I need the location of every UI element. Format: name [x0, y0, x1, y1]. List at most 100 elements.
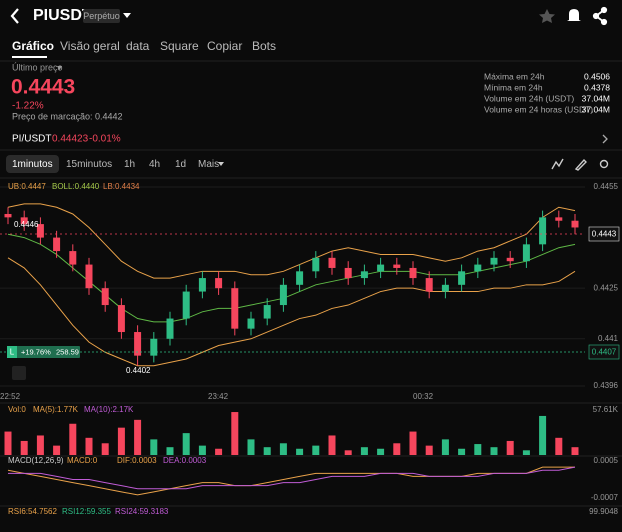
- indicator-icon[interactable]: [551, 158, 564, 170]
- volume-bar: [150, 439, 158, 455]
- volume-bar: [393, 443, 401, 455]
- volume-bar: [36, 435, 44, 455]
- volume-bar: [344, 450, 352, 455]
- volume-bar: [377, 448, 385, 455]
- volume-bar: [328, 435, 336, 455]
- volume-bar: [506, 440, 514, 455]
- mark-tag-text: 0.4407: [592, 348, 617, 357]
- volume-bar: [522, 450, 530, 455]
- stat-value: 0.4378: [584, 82, 610, 92]
- candle-body: [231, 288, 239, 329]
- candle-body: [215, 278, 223, 289]
- favorite-icon[interactable]: [539, 9, 555, 23]
- interval[interactable]: 1h: [124, 159, 135, 170]
- settings-icon[interactable]: [599, 159, 609, 169]
- interval[interactable]: 15minutos: [66, 159, 112, 170]
- candle-body: [312, 257, 320, 272]
- draw-icon[interactable]: [574, 158, 587, 171]
- volume-bar: [263, 447, 271, 455]
- pair-chevron[interactable]: [602, 134, 608, 144]
- candle-body: [69, 251, 77, 265]
- badge: Perpétuo: [83, 11, 120, 21]
- y-tick-label: 0.4455: [594, 182, 619, 191]
- volume-bar: [458, 448, 466, 455]
- stat-label: Volume em 24h (USDT): [484, 93, 574, 103]
- macd-label: DEA:0.0003: [163, 456, 207, 465]
- tab[interactable]: Bots: [252, 39, 276, 53]
- y-tick-label: 57.61K: [593, 405, 619, 414]
- volume-label: MA(5):1.77K: [33, 405, 79, 414]
- candle-body: [360, 271, 368, 279]
- volume-bar: [134, 419, 142, 455]
- rsi-label: RSI12:59.355: [62, 507, 111, 516]
- last-price-tag-text: 0.4443: [592, 230, 617, 239]
- y-tick-label: 0.0005: [594, 456, 619, 465]
- candle-body: [555, 217, 563, 221]
- volume-bar: [117, 427, 125, 455]
- boll-label: LB:0.4434: [103, 182, 140, 191]
- price-label: Último preço: [12, 62, 63, 72]
- candle-body: [247, 318, 255, 329]
- volume-bar: [425, 445, 433, 455]
- tab[interactable]: Copiar: [207, 39, 242, 53]
- position-tag: [7, 346, 80, 358]
- symbol-dropdown[interactable]: [123, 13, 131, 18]
- pair-change: -0.01%: [89, 134, 121, 145]
- y-tick-label: 0.441: [598, 334, 619, 343]
- volume-bar: [312, 445, 320, 455]
- interval[interactable]: 1minutos: [12, 159, 53, 170]
- candle-body: [458, 271, 466, 285]
- candle-body: [166, 318, 174, 339]
- candle-body: [4, 213, 12, 218]
- tab[interactable]: Visão geral: [60, 39, 120, 53]
- position-side: L: [10, 348, 15, 357]
- change: -1.22%: [12, 101, 44, 112]
- badge-bg: [83, 9, 120, 23]
- volume-bar: [53, 445, 61, 455]
- share-icon[interactable]: [592, 6, 608, 26]
- volume-bar: [20, 440, 28, 455]
- rsi-label: RSI6:54.7562: [8, 507, 57, 516]
- candle-body: [344, 267, 352, 279]
- candle-body: [101, 288, 109, 306]
- bollinger-line: [7, 257, 576, 367]
- candle-body: [85, 264, 93, 289]
- candle-body: [263, 305, 271, 319]
- y-tick-label: 0.4425: [594, 283, 619, 292]
- volume-bar: [296, 448, 304, 455]
- candle-body: [506, 257, 514, 262]
- candle-body: [53, 237, 61, 252]
- macd-dea-line: [8, 466, 576, 490]
- volume-label: Vol:0: [8, 405, 26, 414]
- alert-icon[interactable]: [567, 9, 581, 21]
- interval[interactable]: 1d: [175, 159, 186, 170]
- stat-label: Volume em 24 horas (USDT): [484, 104, 593, 114]
- volume-bar: [215, 448, 223, 455]
- position-pnl[interactable]: 258.59: [56, 347, 79, 356]
- macd-label: MACD(12,26,9): [8, 456, 64, 465]
- symbol: PIUSDT: [33, 7, 92, 24]
- tab[interactable]: Gráfico: [12, 39, 54, 53]
- mark-price: Preço de marcação: 0.4442: [12, 111, 123, 121]
- interval-selected[interactable]: [6, 155, 59, 173]
- macd-label: MACD:0: [67, 456, 98, 465]
- boll-label: UB:0.4447: [8, 182, 46, 191]
- expand-button[interactable]: [12, 366, 26, 380]
- candle-body: [150, 338, 158, 356]
- candle-body: [441, 284, 449, 292]
- pair-name[interactable]: PI/USDT: [12, 134, 51, 145]
- candle-body: [117, 305, 125, 333]
- interval[interactable]: Mais: [198, 159, 219, 170]
- back-button[interactable]: [10, 8, 19, 24]
- tab[interactable]: data: [126, 39, 150, 53]
- volume-label: MA(10):2.17K: [84, 405, 134, 414]
- interval[interactable]: 4h: [149, 159, 160, 170]
- candle-body: [328, 257, 336, 268]
- candle-body: [425, 278, 433, 292]
- volume-bar: [198, 445, 206, 455]
- volume-bar: [166, 447, 174, 455]
- volume-bar: [360, 447, 368, 455]
- tab[interactable]: Square: [160, 39, 199, 53]
- stat-value: 37.04M: [582, 104, 610, 114]
